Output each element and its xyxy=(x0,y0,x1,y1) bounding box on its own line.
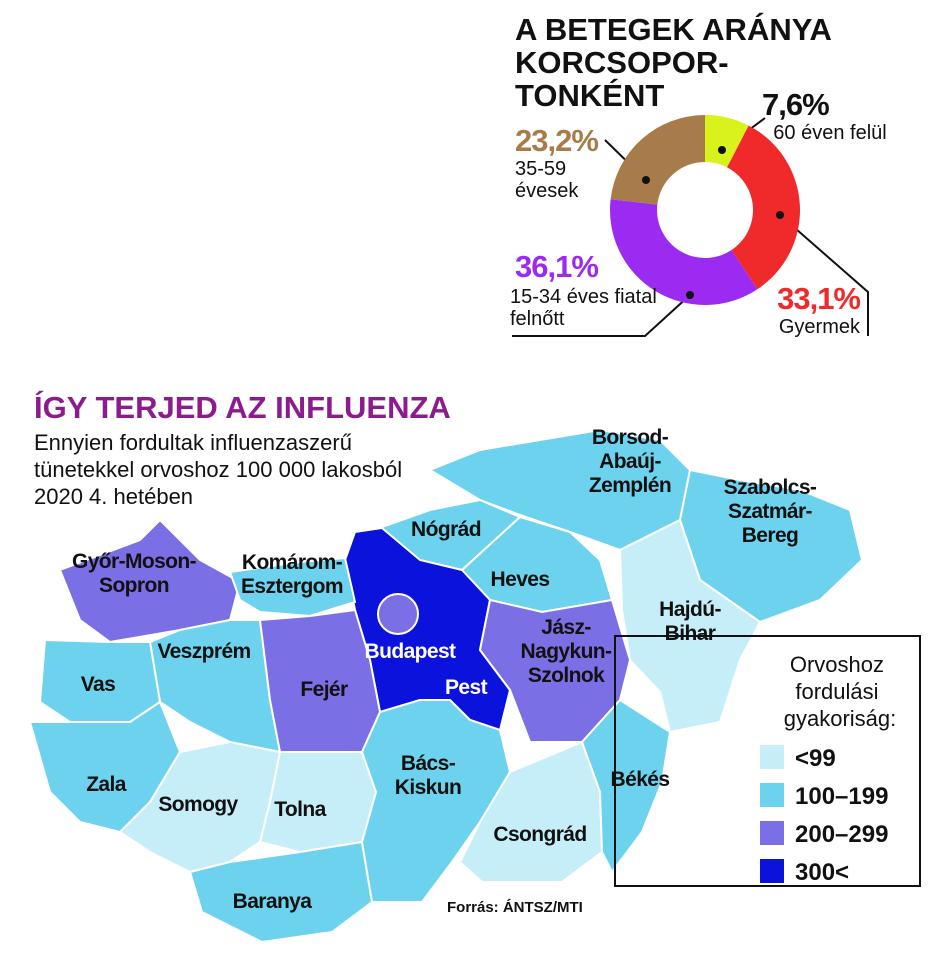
category-label: 35-59 évesek xyxy=(515,158,579,202)
county-label: Veszprém xyxy=(157,640,250,663)
legend-swatch xyxy=(760,859,784,883)
donut xyxy=(610,115,801,306)
county-label: Csongrád xyxy=(493,823,586,846)
county-label: Győr-Moson-Sopron xyxy=(72,550,197,597)
county-label-line: Bereg xyxy=(742,524,799,547)
county xyxy=(360,699,512,903)
county-label-line: Békés xyxy=(611,768,670,791)
legend-label: 100–199 xyxy=(795,783,888,810)
county-label-line: Zala xyxy=(86,773,127,796)
category-label: 15-34 éves fiatal felnőtt xyxy=(510,286,657,330)
category-label: Gyermek xyxy=(778,316,860,338)
legend-swatch xyxy=(760,745,784,769)
county-label-line: Fejér xyxy=(300,678,348,701)
county-label-line: Szolnok xyxy=(528,664,605,687)
county-label: Békés xyxy=(611,768,670,791)
county-label-line: Abaúj- xyxy=(599,450,661,473)
donut-segment xyxy=(610,115,705,205)
map-subtitle: Ennyien fordultak influenzaszerű tünetek… xyxy=(34,430,408,509)
legend-swatch xyxy=(760,783,784,807)
county-label: Bács-Kiskun xyxy=(395,752,461,799)
county xyxy=(58,518,242,644)
legend-frame xyxy=(614,635,921,887)
county-label: Zala xyxy=(86,773,127,796)
county-label-line: Kiskun xyxy=(395,776,461,799)
county-label-line: Veszprém xyxy=(157,640,250,663)
county-label: Budapest xyxy=(365,640,456,663)
county-label-line: Borsod- xyxy=(592,426,669,449)
map-title: ÍGY TERJED AZ INFLUENZA xyxy=(34,390,451,425)
county-label-line: Sopron xyxy=(99,574,169,597)
county-label: Borsod-Abaúj-Zemplén xyxy=(589,426,671,497)
county-label: Somogy xyxy=(158,793,238,816)
county-label-line: Nagykun- xyxy=(521,640,612,663)
legend-title-line: gyakoriság: xyxy=(784,706,897,731)
title-line: KORCSOPOR- xyxy=(515,45,729,80)
county-label-line: Csongrád xyxy=(493,823,586,846)
county-label-line: Zemplén xyxy=(589,474,671,497)
county-label-line: Jász- xyxy=(541,616,591,639)
county-label: Szabolcs-Szatmár-Bereg xyxy=(724,476,817,547)
county-label-line: Győr-Moson- xyxy=(72,550,197,573)
legend-title: Orvoshoz fordulási gyakoriság: xyxy=(784,652,897,731)
county-label: Nógrád xyxy=(411,518,481,541)
county-label-line: Komárom- xyxy=(242,551,343,574)
leader-dots xyxy=(642,146,784,299)
county-label: Jász-Nagykun-Szolnok xyxy=(521,616,612,687)
county-label: Tolna xyxy=(274,798,326,821)
subtitle-line: 2020 4. hetében xyxy=(34,484,193,509)
title-line: A BETEGEK ARÁNYA xyxy=(515,12,832,47)
source: Forrás: ÁNTSZ/MTI xyxy=(447,899,583,916)
map: Borsod-Abaúj-Zemplén Szabolcs-Szatmár-Ber… xyxy=(28,426,864,944)
county-label: Pest xyxy=(445,676,488,699)
county-label: Heves xyxy=(491,568,550,591)
legend-title-line: Orvoshoz xyxy=(790,652,884,677)
value-label: 23,2% xyxy=(515,123,599,158)
donut-title: A BETEGEK ARÁNYA KORCSOPOR- TONKÉNT xyxy=(515,12,839,113)
legend-label: 300< xyxy=(795,859,849,886)
county-label-line: Budapest xyxy=(365,640,456,663)
county-label-line: Nógrád xyxy=(411,518,481,541)
county xyxy=(228,556,357,618)
donut-segment xyxy=(705,115,749,168)
county xyxy=(377,593,419,635)
category-label: 60 éven felül xyxy=(773,122,887,144)
county-label: Hajdú-Bihar xyxy=(659,598,721,645)
subtitle-line: Ennyien fordultak influenzaszerű xyxy=(34,430,352,455)
county-label-line: Bihar xyxy=(665,622,716,645)
county-label-line: Pest xyxy=(445,676,488,699)
legend-swatch xyxy=(760,821,784,845)
county-label-line: Somogy xyxy=(158,793,238,816)
county-label-line: Vas xyxy=(81,673,115,696)
value-label: 36,1% xyxy=(515,249,599,284)
county-label-line: Hajdú- xyxy=(659,598,721,621)
legend-label: <99 xyxy=(795,745,836,772)
county-label: Fejér xyxy=(300,678,348,701)
legend-label: 200–299 xyxy=(795,821,888,848)
county-label-line: Heves xyxy=(491,568,550,591)
legend: <99 100–199 200–299 300< xyxy=(760,745,888,886)
title-line: TONKÉNT xyxy=(515,78,664,113)
legend-title-line: fordulási xyxy=(795,679,878,704)
county-label-line: Baranya xyxy=(233,890,313,913)
value-label: 33,1% xyxy=(777,281,861,316)
county xyxy=(580,698,672,874)
county xyxy=(618,518,762,734)
county-label-line: Bács- xyxy=(401,752,456,775)
county-label: Baranya xyxy=(233,890,313,913)
value-label: 7,6% xyxy=(762,87,830,122)
donut-segment xyxy=(727,125,801,290)
county-label-line: Szabolcs- xyxy=(724,476,817,499)
county-label-line: Szatmár- xyxy=(728,500,813,523)
county-label-line: Esztergom xyxy=(241,575,343,598)
county-label: Komárom-Esztergom xyxy=(241,551,343,598)
donut-segment xyxy=(610,199,758,306)
county-label: Vas xyxy=(81,673,115,696)
county-label-line: Tolna xyxy=(274,798,326,821)
subtitle-line: tünetekkel orvoshoz 100 000 lakosból xyxy=(34,457,402,482)
